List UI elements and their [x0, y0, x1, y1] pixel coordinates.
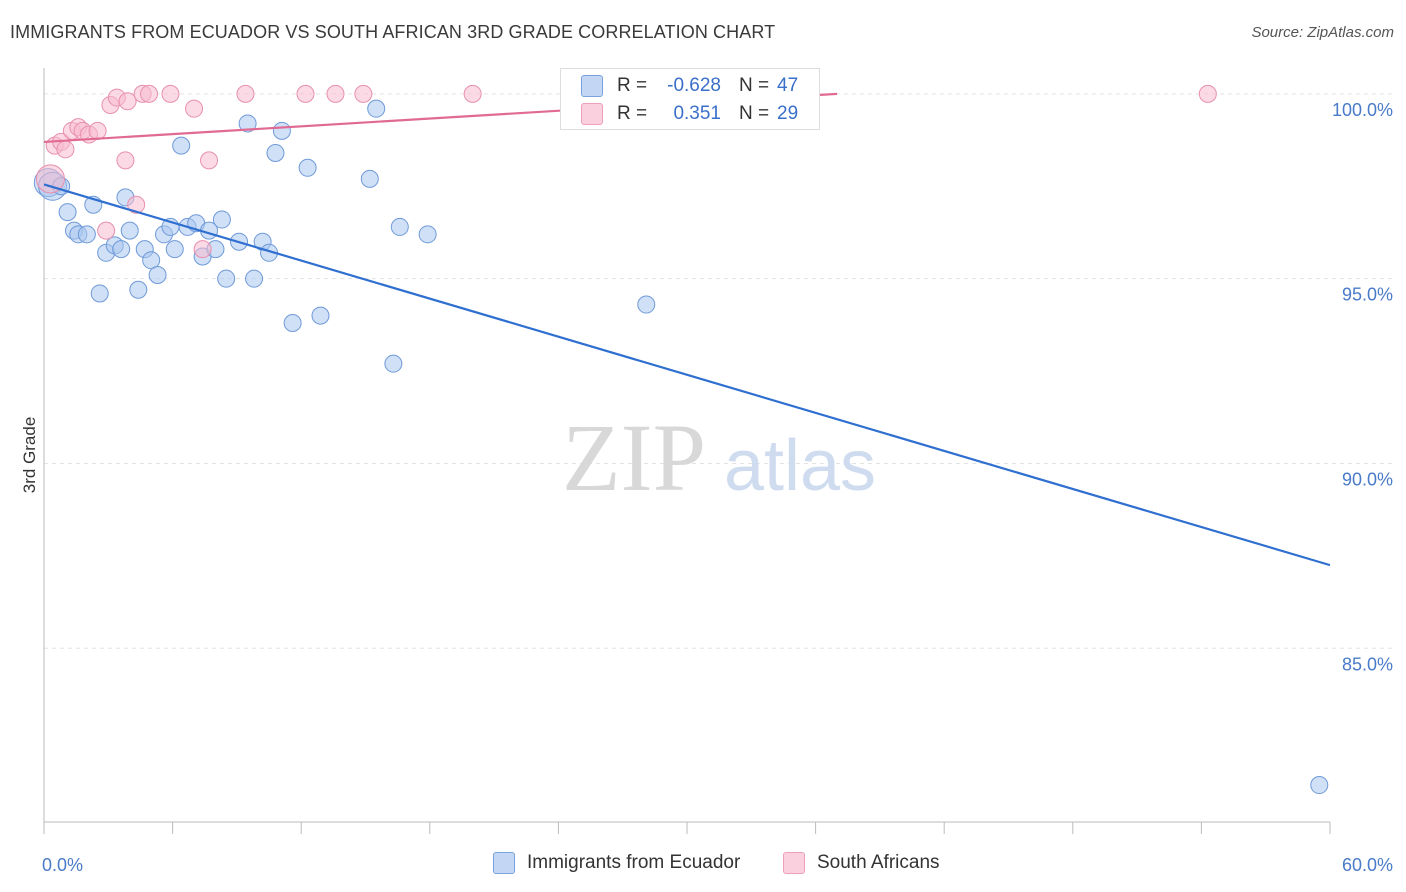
y-tick-label: 95.0% — [1342, 285, 1393, 305]
point-south-africans — [296, 84, 315, 103]
point-south-africans — [463, 84, 482, 103]
point-ecuador — [238, 114, 257, 133]
chart-source: Source: ZipAtlas.com — [1251, 24, 1394, 41]
point-ecuador — [172, 136, 191, 155]
watermark: ZIP atlas — [562, 404, 876, 511]
axis-labels: 3rd Grade — [20, 417, 39, 494]
y-tick-label: 90.0% — [1342, 469, 1393, 489]
point-ecuador — [384, 354, 403, 373]
y-tick-label: 100.0% — [1332, 100, 1393, 120]
stats-box: R = -0.628 N = 47 R = 0.351 N = 29 — [560, 68, 820, 130]
point-south-africans — [326, 84, 345, 103]
stats-n-label: N = — [739, 75, 770, 96]
point-south-africans — [236, 84, 255, 103]
watermark-zip: ZIP — [562, 404, 706, 511]
point-ecuador — [112, 240, 131, 259]
point-south-africans — [35, 164, 65, 194]
point-ecuador — [148, 265, 167, 284]
legend-label-ecuador: Immigrants from Ecuador — [527, 852, 741, 873]
legend-swatch-ecuador — [493, 852, 515, 874]
point-ecuador — [360, 169, 379, 188]
point-ecuador — [245, 269, 264, 288]
point-ecuador — [90, 284, 109, 303]
stats-row-south-africans: R = 0.351 N = 29 — [581, 100, 798, 128]
point-ecuador — [217, 269, 236, 288]
point-south-africans — [140, 84, 159, 103]
stats-r-value: -0.628 — [667, 75, 721, 96]
stats-n-value: 47 — [777, 75, 799, 96]
x-tick-label: 60.0% — [1342, 855, 1393, 875]
point-south-africans — [118, 92, 137, 111]
point-ecuador — [212, 210, 231, 229]
point-ecuador — [266, 144, 285, 163]
point-ecuador — [637, 295, 656, 314]
point-south-africans — [193, 240, 212, 259]
point-south-africans — [116, 151, 135, 170]
stats-swatch-south-africans — [581, 103, 603, 125]
point-ecuador — [418, 225, 437, 244]
stats-n-value: 29 — [777, 103, 799, 124]
legend-swatch-south-africans — [783, 852, 805, 874]
point-ecuador — [283, 314, 302, 333]
point-south-africans — [56, 140, 75, 159]
point-south-africans — [185, 99, 204, 118]
legend: Immigrants from Ecuador South Africans — [0, 846, 1406, 882]
point-south-africans — [1198, 84, 1217, 103]
point-ecuador — [298, 158, 317, 177]
point-ecuador — [311, 306, 330, 325]
stats-n-label: N = — [739, 103, 770, 124]
point-ecuador — [120, 221, 139, 240]
point-ecuador — [390, 217, 409, 236]
point-south-africans — [88, 121, 107, 140]
legend-label-south-africans: South Africans — [817, 852, 940, 873]
point-ecuador — [129, 280, 148, 299]
stats-r-value: 0.351 — [673, 103, 721, 124]
point-ecuador — [272, 121, 291, 140]
point-ecuador — [1310, 776, 1329, 795]
point-south-africans — [200, 151, 219, 170]
stats-row-ecuador: R = -0.628 N = 47 — [581, 72, 798, 100]
y-tick-label: 85.0% — [1342, 654, 1393, 674]
stats-r-label: R = — [617, 75, 648, 96]
point-south-africans — [127, 195, 146, 214]
stats-swatch-ecuador — [581, 75, 603, 97]
y-axis-label: 3rd Grade — [20, 417, 39, 494]
stats-r-label: R = — [617, 103, 648, 124]
point-ecuador — [165, 240, 184, 259]
point-south-africans — [97, 221, 116, 240]
axes: 100.0% 95.0% 90.0% 85.0% 0.0% 60.0% — [42, 68, 1393, 875]
point-ecuador — [77, 225, 96, 244]
point-ecuador — [367, 99, 386, 118]
chart-title: IMMIGRANTS FROM ECUADOR VS SOUTH AFRICAN… — [10, 22, 776, 42]
point-ecuador — [58, 203, 77, 222]
legend-item-south-africans[interactable]: South Africans — [783, 852, 940, 874]
grid-lines — [44, 93, 1392, 649]
point-south-africans — [354, 84, 373, 103]
trend-line-ecuador — [43, 183, 1331, 567]
x-tick-label: 0.0% — [42, 855, 83, 875]
watermark-atlas: atlas — [724, 426, 876, 506]
legend-item-ecuador[interactable]: Immigrants from Ecuador — [493, 852, 740, 874]
point-south-africans — [161, 84, 180, 103]
